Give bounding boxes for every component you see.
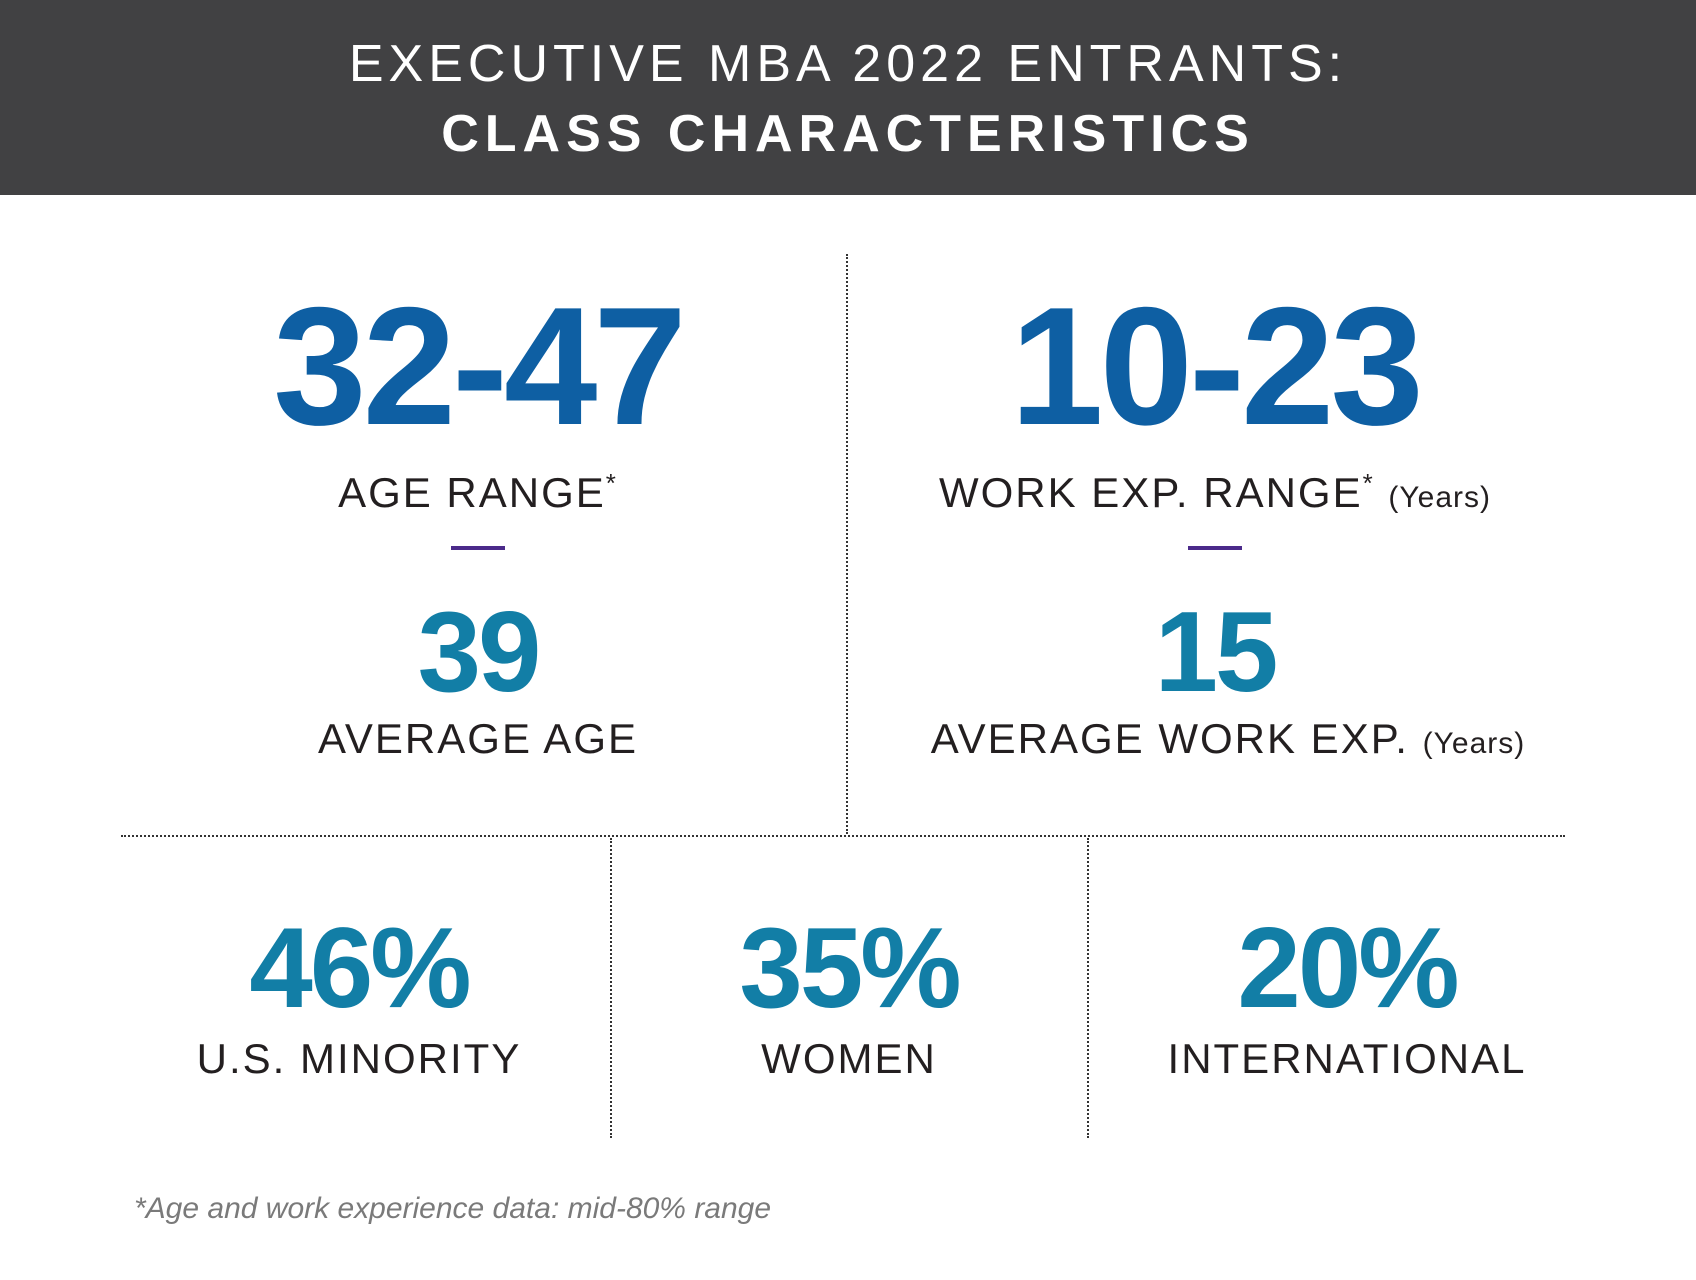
vertical-divider	[846, 254, 848, 834]
accent-dash	[1188, 546, 1242, 550]
work-range-unit: (Years)	[1388, 481, 1492, 514]
stat-label-international: INTERNATIONAL	[1167, 1035, 1527, 1082]
stat-value-international: 20%	[1237, 905, 1459, 1032]
age-range-text: AGE RANGE	[338, 469, 606, 516]
vertical-divider	[1087, 838, 1089, 1138]
header-banner: EXECUTIVE MBA 2022 ENTRANTS: CLASS CHARA…	[0, 0, 1696, 195]
stat-value-minority: 46%	[249, 905, 471, 1032]
horizontal-divider	[121, 835, 1565, 837]
average-age-value: 39	[417, 589, 542, 716]
title-line-2: CLASS CHARACTERISTICS	[441, 105, 1255, 163]
work-range-value: 10-23	[1010, 272, 1424, 460]
average-work-value: 15	[1154, 589, 1279, 716]
stat-label-minority: U.S. MINORITY	[196, 1035, 522, 1082]
age-range-value: 32-47	[273, 272, 687, 460]
work-range-label: WORK EXP. RANGE* (Years)	[938, 468, 1492, 516]
title-line-1: EXECUTIVE MBA 2022 ENTRANTS:	[348, 35, 1348, 93]
age-range-label: AGE RANGE*	[338, 468, 618, 516]
footnote-mark: *	[605, 468, 618, 498]
average-work-unit: (Years)	[1422, 727, 1526, 760]
average-work-text: AVERAGE WORK EXP.	[930, 715, 1409, 762]
work-range-text: WORK EXP. RANGE	[938, 469, 1363, 516]
stat-value-women: 35%	[739, 905, 961, 1032]
footnote-mark: *	[1362, 468, 1375, 498]
vertical-divider	[610, 838, 612, 1138]
average-age-label: AVERAGE AGE	[318, 715, 638, 762]
average-work-label: AVERAGE WORK EXP. (Years)	[930, 715, 1526, 762]
accent-dash	[451, 546, 505, 550]
footnote: *Age and work experience data: mid-80% r…	[134, 1192, 772, 1225]
stat-label-women: WOMEN	[761, 1035, 937, 1082]
